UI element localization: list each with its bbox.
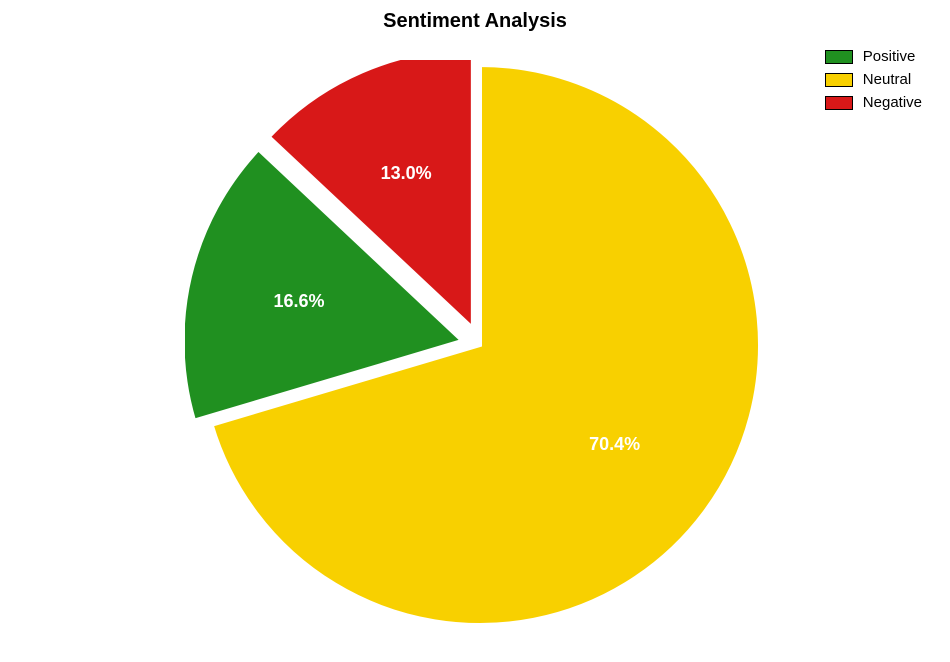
- legend-label-negative: Negative: [863, 94, 922, 111]
- legend-swatch-positive: [825, 50, 853, 64]
- sentiment-pie-chart: Sentiment Analysis 70.4% 16.6% 13.0% Posit…: [0, 0, 950, 662]
- pie-svg: 70.4% 16.6% 13.0%: [185, 60, 775, 640]
- pie-label-positive: 16.6%: [273, 291, 324, 311]
- legend: Positive Neutral Negative: [825, 48, 922, 111]
- legend-swatch-neutral: [825, 73, 853, 87]
- legend-label-positive: Positive: [863, 48, 916, 65]
- pie-label-negative: 13.0%: [381, 163, 432, 183]
- legend-swatch-negative: [825, 96, 853, 110]
- legend-item-positive: Positive: [825, 48, 922, 65]
- chart-title: Sentiment Analysis: [0, 10, 950, 33]
- legend-label-neutral: Neutral: [863, 71, 911, 88]
- legend-item-neutral: Neutral: [825, 71, 922, 88]
- legend-item-negative: Negative: [825, 94, 922, 111]
- pie-label-neutral: 70.4%: [589, 434, 640, 454]
